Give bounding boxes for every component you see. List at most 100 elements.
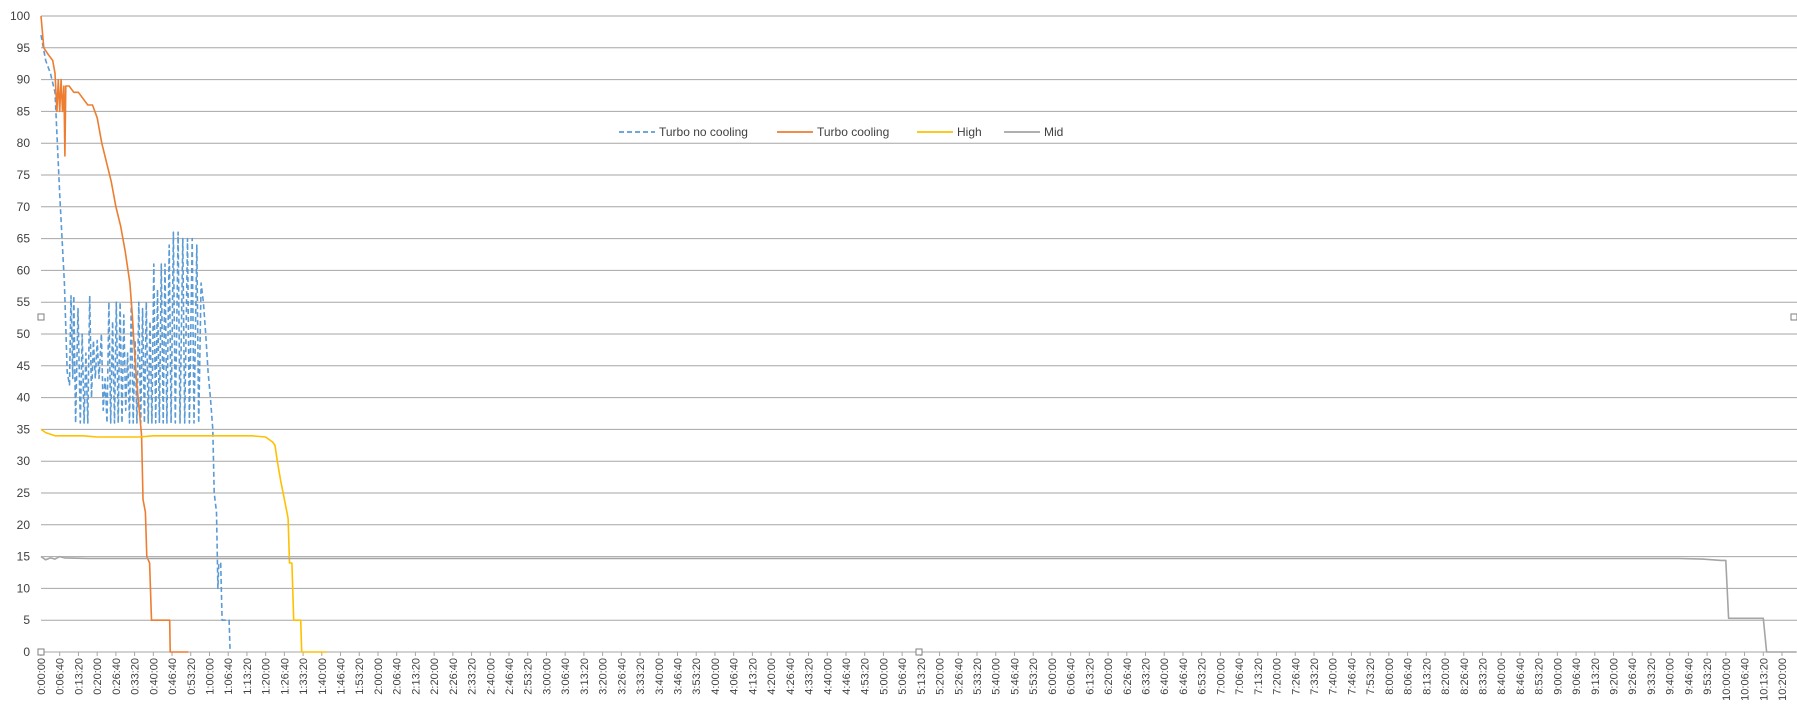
series-line-high (40, 428, 327, 653)
x-tick-label: 9:00:00 (1552, 658, 1564, 695)
x-tick-label: 1:20:00 (261, 658, 273, 695)
x-tick-label: 5:33:20 (972, 658, 984, 695)
x-tick-label: 6:53:20 (1197, 658, 1209, 695)
resize-handle-right[interactable] (1790, 313, 1797, 321)
x-tick-label: 1:06:40 (223, 658, 235, 695)
x-tick-label: 8:53:20 (1534, 658, 1546, 695)
x-tick-label: 7:53:20 (1365, 658, 1377, 695)
x-tick-label: 1:46:40 (336, 658, 348, 695)
x-tick-label: 4:13:20 (747, 658, 759, 695)
x-tick-label: 7:00:00 (1215, 658, 1227, 695)
series-line-turbo-no-cooling (40, 34, 231, 653)
x-tick-label: 0:13:20 (73, 658, 85, 695)
x-tick-label: 8:13:20 (1421, 658, 1433, 695)
y-tick-label: 65 (17, 232, 31, 246)
x-tick-label: 4:20:00 (766, 658, 778, 695)
x-tick-label: 4:53:20 (860, 658, 872, 695)
x-tick-label: 9:26:40 (1627, 658, 1639, 695)
y-tick-label: 55 (17, 295, 31, 309)
y-tick-label: 0 (23, 645, 30, 659)
x-tick-label: 6:20:00 (1103, 658, 1115, 695)
legend-label: High (957, 125, 982, 139)
series-line-mid (40, 555, 1796, 653)
legend: Turbo no cooling Turbo cooling High Mid (619, 125, 1063, 139)
y-tick-label: 40 (17, 391, 31, 405)
x-tick-label: 6:00:00 (1047, 658, 1059, 695)
y-tick-label: 10 (17, 581, 31, 595)
x-axis-ticks: 0:00:00 0:06:40 0:13:20 0:20:00 0:26:40 0:33:… (36, 652, 1789, 701)
x-tick-label: 5:26:40 (953, 658, 965, 695)
x-tick-label: 8:06:40 (1403, 658, 1415, 695)
resize-handle-bottom[interactable] (915, 648, 923, 656)
x-tick-label: 0:53:20 (186, 658, 198, 695)
x-tick-label: 4:33:20 (804, 658, 816, 695)
x-tick-label: 3:46:40 (672, 658, 684, 695)
x-tick-label: 4:40:00 (822, 658, 834, 695)
x-tick-label: 7:26:40 (1290, 658, 1302, 695)
x-tick-label: 3:20:00 (598, 658, 610, 695)
x-tick-label: 3:33:20 (635, 658, 647, 695)
x-tick-label: 3:26:40 (616, 658, 628, 695)
x-tick-label: 2:40:00 (485, 658, 497, 695)
x-tick-label: 4:06:40 (729, 658, 741, 695)
x-tick-label: 8:26:40 (1459, 658, 1471, 695)
gridlines (41, 15, 1797, 653)
x-tick-label: 8:20:00 (1440, 658, 1452, 695)
x-tick-label: 6:46:40 (1178, 658, 1190, 695)
x-tick-label: 9:40:00 (1665, 658, 1677, 695)
x-tick-label: 9:13:20 (1590, 658, 1602, 695)
x-tick-label: 4:46:40 (841, 658, 853, 695)
x-tick-label: 10:00:00 (1721, 658, 1733, 701)
x-tick-label: 2:33:20 (467, 658, 479, 695)
series-line-turbo-cooling (40, 15, 189, 653)
y-tick-label: 15 (17, 550, 31, 564)
x-tick-label: 2:13:20 (410, 658, 422, 695)
resize-handle-left[interactable] (37, 313, 45, 321)
x-tick-label: 0:40:00 (148, 658, 160, 695)
y-tick-label: 45 (17, 359, 31, 373)
x-tick-label: 7:40:00 (1328, 658, 1340, 695)
x-tick-label: 7:33:20 (1309, 658, 1321, 695)
y-tick-label: 5 (23, 613, 30, 627)
x-tick-label: 8:00:00 (1384, 658, 1396, 695)
x-tick-label: 0:06:40 (55, 658, 67, 695)
x-tick-label: 2:46:40 (504, 658, 516, 695)
x-tick-label: 0:26:40 (111, 658, 123, 695)
x-tick-label: 7:46:40 (1346, 658, 1358, 695)
y-tick-label: 30 (17, 454, 31, 468)
y-tick-label: 60 (17, 263, 31, 277)
x-tick-label: 3:00:00 (541, 658, 553, 695)
legend-label: Turbo no cooling (659, 125, 748, 139)
selection-handles (37, 313, 1797, 656)
x-tick-label: 1:53:20 (354, 658, 366, 695)
x-tick-label: 6:40:00 (1159, 658, 1171, 695)
x-tick-label: 5:53:20 (1028, 658, 1040, 695)
x-tick-label: 9:06:40 (1571, 658, 1583, 695)
y-tick-label: 75 (17, 168, 31, 182)
x-tick-label: 5:20:00 (935, 658, 947, 695)
x-tick-label: 5:13:20 (916, 658, 928, 695)
x-tick-label: 0:20:00 (92, 658, 104, 695)
x-tick-label: 0:46:40 (167, 658, 179, 695)
series-lines (40, 15, 1796, 653)
x-tick-label: 8:46:40 (1515, 658, 1527, 695)
x-tick-label: 6:06:40 (1066, 658, 1078, 695)
y-tick-label: 70 (17, 200, 31, 214)
x-tick-label: 7:13:20 (1253, 658, 1265, 695)
y-tick-label: 35 (17, 422, 31, 436)
x-tick-label: 3:13:20 (579, 658, 591, 695)
x-tick-label: 9:53:20 (1702, 658, 1714, 695)
resize-handle-bottom-left[interactable] (37, 648, 45, 656)
x-tick-label: 6:13:20 (1084, 658, 1096, 695)
x-tick-label: 9:46:40 (1683, 658, 1695, 695)
x-tick-label: 3:53:20 (691, 658, 703, 695)
x-tick-label: 2:06:40 (392, 658, 404, 695)
x-tick-label: 3:40:00 (654, 658, 666, 695)
x-tick-label: 6:26:40 (1122, 658, 1134, 695)
y-tick-label: 50 (17, 327, 31, 341)
x-tick-label: 10:06:40 (1740, 658, 1752, 701)
x-tick-label: 5:06:40 (897, 658, 909, 695)
legend-label: Turbo cooling (817, 125, 889, 139)
